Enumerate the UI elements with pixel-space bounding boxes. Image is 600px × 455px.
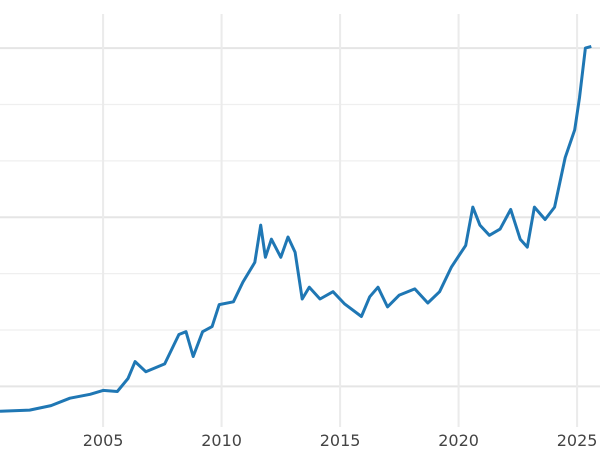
x-tick-label: 2015 xyxy=(320,431,361,450)
x-tick-label: 2025 xyxy=(557,431,598,450)
series-line xyxy=(0,44,592,413)
x-tick-labels: 2005 2010 2015 2020 2025 xyxy=(83,431,598,450)
x-tick-label: 2020 xyxy=(438,431,479,450)
x-tick-label: 2005 xyxy=(83,431,124,450)
x-tick-label: 2010 xyxy=(201,431,242,450)
grid xyxy=(0,14,600,427)
